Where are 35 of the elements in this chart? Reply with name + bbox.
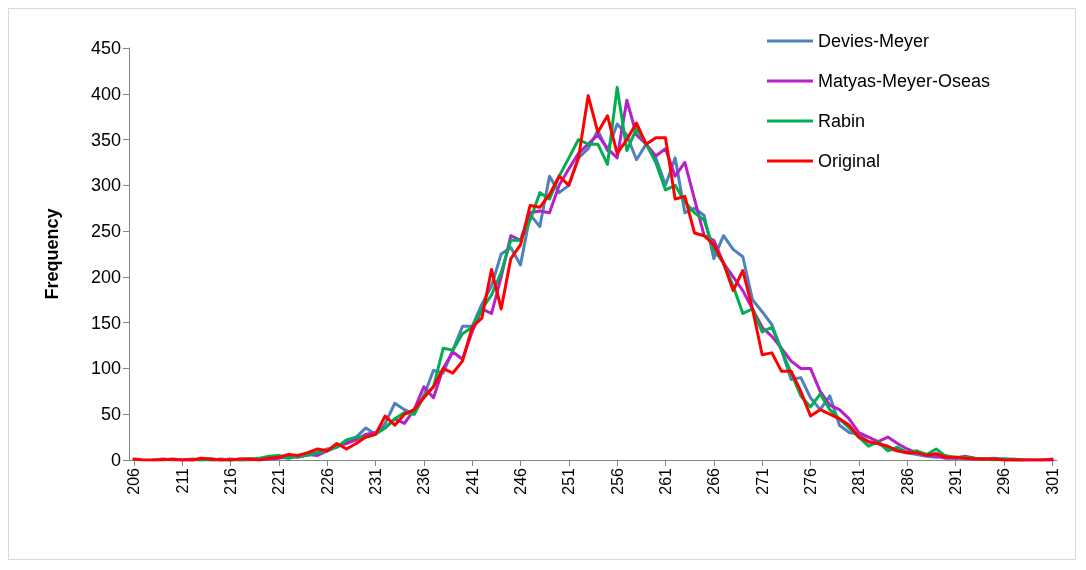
y-tick-label: 350 bbox=[90, 129, 121, 150]
x-tick-label: 216 bbox=[222, 467, 239, 495]
x-tick-label: 251 bbox=[560, 467, 578, 495]
x-tick-label: 236 bbox=[415, 467, 433, 495]
x-tick-label: 296 bbox=[995, 467, 1013, 495]
x-tick-label: 256 bbox=[608, 467, 626, 495]
y-tick-label: 150 bbox=[90, 312, 121, 333]
y-tick-label: 200 bbox=[90, 266, 121, 287]
y-axis-title: Frequency bbox=[42, 208, 62, 300]
x-tick-label: 246 bbox=[512, 467, 529, 495]
legend-label: Original bbox=[817, 151, 880, 171]
x-tick-label: 206 bbox=[125, 467, 143, 495]
x-tick-label: 241 bbox=[463, 467, 481, 495]
legend-label: Matyas-Meyer-Oseas bbox=[817, 71, 991, 91]
x-tick-label: 276 bbox=[802, 467, 819, 495]
x-tick-label: 261 bbox=[657, 467, 674, 495]
x-tick-label: 211 bbox=[173, 467, 191, 494]
x-tick-label: 226 bbox=[318, 467, 336, 495]
x-tick-label: 266 bbox=[705, 467, 723, 495]
y-tick-label: 300 bbox=[90, 175, 121, 196]
legend-label: Devies-Meyer bbox=[817, 31, 929, 51]
x-tick-label: 301 bbox=[1043, 467, 1061, 495]
y-tick-label: 400 bbox=[90, 83, 121, 104]
y-tick-label: 0 bbox=[110, 450, 121, 470]
y-tick-label: 100 bbox=[90, 358, 121, 379]
legend-label: Rabin bbox=[817, 111, 865, 131]
x-tick-label: 281 bbox=[850, 467, 868, 495]
y-tick-label: 450 bbox=[90, 38, 121, 58]
y-tick-label: 50 bbox=[100, 404, 121, 425]
x-tick-label: 231 bbox=[367, 467, 384, 495]
x-tick-label: 271 bbox=[753, 467, 771, 495]
x-tick-label: 286 bbox=[898, 467, 916, 495]
y-tick-label: 250 bbox=[90, 221, 121, 242]
x-tick-label: 291 bbox=[947, 467, 964, 495]
x-tick-label: 221 bbox=[270, 467, 288, 495]
